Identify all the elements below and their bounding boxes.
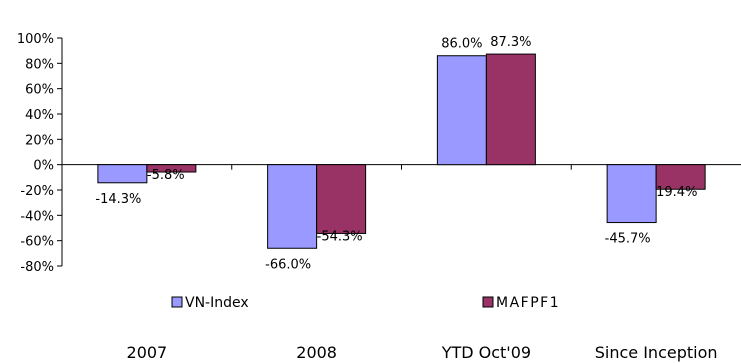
- data-label: -54.3%: [317, 229, 363, 244]
- legend-label: VN-Index: [185, 295, 249, 311]
- y-tick-label: -60%: [20, 235, 54, 250]
- bar-mafpf1: [655, 164, 706, 190]
- y-tick-label: -40%: [20, 209, 54, 224]
- category-label: 2007: [127, 343, 168, 362]
- legend-label: MAFPF1: [496, 295, 560, 311]
- category-label: 2008: [296, 343, 337, 362]
- bar-mafpf1: [316, 164, 367, 234]
- bars: [97, 53, 706, 249]
- bar-mafpf1: [485, 53, 536, 166]
- bar-vn-index: [267, 164, 318, 249]
- data-label: 19.4%: [656, 185, 697, 200]
- y-tick-label: 0%: [33, 159, 54, 174]
- legend-swatch: [171, 296, 183, 308]
- y-tick-label: -80%: [20, 260, 54, 275]
- legend: VN-Index MAFPF1: [171, 295, 560, 311]
- data-label: -14.3%: [95, 192, 141, 207]
- y-tick-label: 60%: [25, 83, 54, 98]
- y-tick-label: 40%: [25, 108, 54, 123]
- bar-vn-index: [97, 164, 148, 184]
- data-label: -5.8%: [147, 168, 185, 183]
- y-tick-label: -20%: [20, 184, 54, 199]
- bar-mafpf1: [146, 164, 197, 173]
- data-label: -45.7%: [605, 232, 651, 247]
- bar-vn-index: [606, 164, 657, 224]
- data-label: 86.0%: [441, 37, 482, 52]
- y-tick-label: 100%: [17, 32, 54, 47]
- y-axis: 100% 80% 60% 40% 20% 0% -20% -40% -60% -80%: [17, 32, 63, 275]
- bar-vn-index: [436, 55, 487, 166]
- data-labels: -14.3% -5.8% -66.0% -54.3% 86.0% 87.3% -45.7% 1…: [95, 35, 697, 272]
- legend-swatch: [482, 296, 494, 308]
- data-label: 87.3%: [490, 35, 531, 50]
- category-label: Since Inception: [595, 343, 718, 362]
- y-tick-label: 20%: [25, 133, 54, 148]
- data-label: -66.0%: [265, 257, 311, 272]
- category-label: YTD Oct'09: [441, 343, 531, 362]
- category-labels: 2007 2008 YTD Oct'09 Since Inception: [127, 343, 718, 362]
- y-tick-label: 80%: [25, 57, 54, 72]
